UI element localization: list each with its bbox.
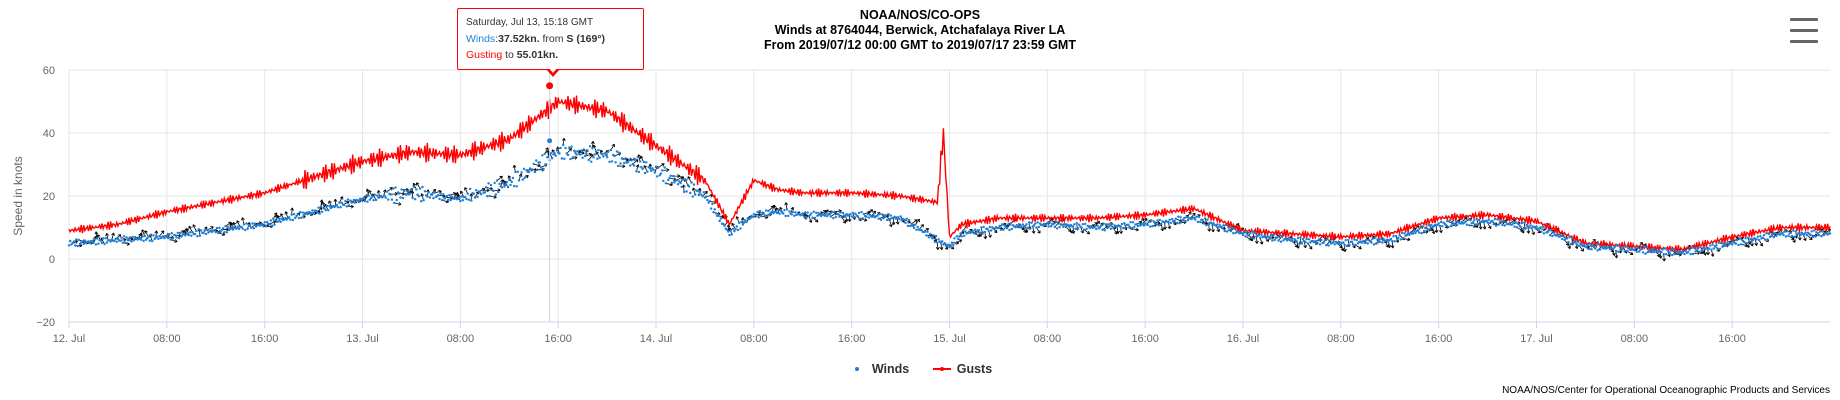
y-tick-label: −20 — [36, 317, 55, 329]
tooltip-winds-label: Winds — [466, 33, 496, 45]
tooltip-gust-row: Gusting to 55.01kn. — [466, 47, 635, 63]
chart-credits[interactable]: NOAA/NOS/Center for Operational Oceanogr… — [1502, 385, 1830, 396]
x-tick-label: 08:00 — [1034, 333, 1062, 345]
x-tick-label: 08:00 — [447, 333, 475, 345]
tooltip-date: Saturday, Jul 13, 15:18 GMT — [466, 17, 594, 28]
x-tick-label: 15. Jul — [933, 333, 965, 345]
tooltip-winds-direction: S (169°) — [566, 33, 606, 45]
x-tick-label: 16:00 — [251, 333, 279, 345]
tooltip-winds-row: Winds:37.52kn. from S (169°) — [466, 33, 606, 45]
y-tick-label: 20 — [43, 191, 55, 203]
chart-tooltip: Saturday, Jul 13, 15:18 GMT Winds:37.52k… — [457, 8, 644, 70]
tooltip-winds-value: 37.52kn. — [498, 33, 540, 45]
hover-wind-point — [546, 137, 554, 145]
chart-title-station: Winds at 8764044, Berwick, Atchafalaya R… — [774, 23, 1066, 37]
gusts-series-line — [68, 95, 1831, 254]
x-tick-label: 16:00 — [544, 333, 572, 345]
legend-gusts-label: Gusts — [956, 362, 993, 376]
legend-item-gusts[interactable]: Gusts — [932, 362, 993, 376]
chart-title-agency: NOAA/NOS/CO-OPS — [859, 8, 981, 22]
winds-series-points — [67, 143, 1832, 257]
legend-winds-marker-icon — [848, 363, 866, 375]
y-tick-label: 40 — [43, 128, 55, 140]
chart-menu-hamburger-icon[interactable] — [1790, 18, 1818, 44]
x-tick-label: 16:00 — [1425, 333, 1453, 345]
tooltip-winds-from: from — [539, 33, 567, 45]
x-tick-label: 13. Jul — [346, 333, 378, 345]
chart-title-daterange: From 2019/07/12 00:00 GMT to 2019/07/17 … — [764, 38, 1076, 52]
x-tick-label: 16. Jul — [1227, 333, 1259, 345]
legend-gusts-marker-icon — [932, 363, 951, 375]
y-axis-label: Speed in knots — [11, 156, 25, 235]
x-tick-label: 16:00 — [838, 333, 866, 345]
tooltip-gust-to: to — [502, 49, 517, 61]
chart-title-block: NOAA/NOS/CO-OPS Winds at 8764044, Berwic… — [0, 8, 1840, 53]
x-tick-label: 14. Jul — [640, 333, 672, 345]
x-tick-label: 12. Jul — [53, 333, 85, 345]
tooltip-gust-label: Gusting — [466, 49, 503, 61]
y-tick-label: 60 — [43, 65, 55, 77]
x-tick-label: 08:00 — [740, 333, 768, 345]
x-tick-label: 16:00 — [1718, 333, 1746, 345]
legend-item-winds[interactable]: Winds — [848, 362, 909, 376]
x-tick-label: 08:00 — [153, 333, 181, 345]
chart-legend: Winds Gusts — [0, 362, 1840, 378]
x-tick-label: 17. Jul — [1520, 333, 1552, 345]
x-tick-label: 08:00 — [1327, 333, 1355, 345]
x-tick-label: 08:00 — [1621, 333, 1649, 345]
hover-gust-point — [545, 81, 555, 91]
y-tick-label: 0 — [49, 254, 55, 266]
legend-winds-label: Winds — [871, 362, 910, 376]
tooltip-caret — [546, 67, 560, 77]
x-tick-label: 16:00 — [1131, 333, 1159, 345]
tooltip-gust-value: 55.01kn. — [516, 49, 559, 61]
